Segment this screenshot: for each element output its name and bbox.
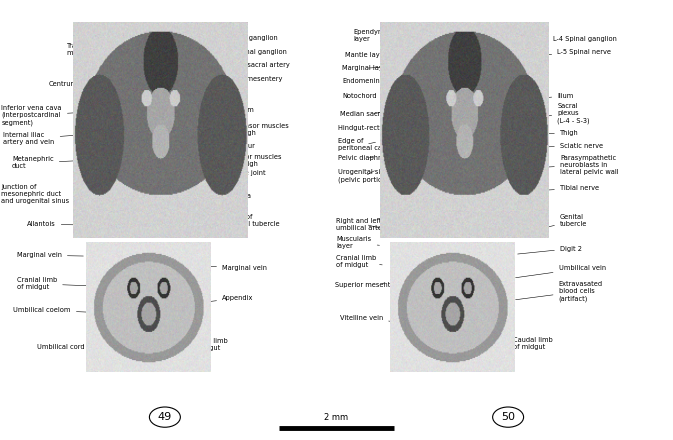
Text: Tibial nerve: Tibial nerve [524,185,599,191]
Text: Extensor muscles
of thigh: Extensor muscles of thigh [223,123,289,136]
Text: Umbilical vein: Umbilical vein [516,265,606,278]
Text: Junction of
mesonephric duct
and urogenital sinus: Junction of mesonephric duct and urogeni… [1,183,106,204]
Text: Internal iliac
artery and vein: Internal iliac artery and vein [3,132,106,145]
Text: Tibia: Tibia [217,193,252,199]
Text: Umbilical coelom: Umbilical coelom [13,307,113,313]
Text: Knee joint
area: Knee joint area [219,170,266,183]
Text: Vitelline vein: Vitelline vein [340,315,394,322]
Text: Marginal layer: Marginal layer [342,65,390,71]
Text: Extravasated
blood cells
(artifact): Extravasated blood cells (artifact) [516,281,603,301]
Text: Muscularis
layer: Muscularis layer [336,236,380,249]
Text: Metanephric
duct: Metanephric duct [12,156,106,169]
Text: Digit 2: Digit 2 [518,246,582,254]
Text: Centrum: Centrum [48,81,125,92]
Text: 2 mm: 2 mm [324,413,349,422]
Text: Notochord: Notochord [342,93,386,99]
Text: L-3 Spinal ganglion: L-3 Spinal ganglion [176,35,278,53]
Text: Endomeninx: Endomeninx [342,78,387,84]
Text: Pelvic diaphragm: Pelvic diaphragm [338,155,396,161]
Text: Marginal vein: Marginal vein [188,265,267,271]
Text: 50: 50 [501,412,515,422]
Text: Median sacral artery: Median sacral artery [178,62,289,70]
Text: Appendix: Appendix [186,295,254,304]
Text: Cranial limb
of midgut: Cranial limb of midgut [17,277,115,290]
Text: Marginal vein: Marginal vein [17,252,83,258]
Text: Ilium: Ilium [190,93,244,99]
Text: Hindgut-rectum junction: Hindgut-rectum junction [338,125,419,132]
Text: Parasympathetic
neuroblasts in
lateral pelvic wall: Parasympathetic neuroblasts in lateral p… [528,155,618,175]
Text: Ependymal
layer: Ependymal layer [353,29,398,46]
Text: Umbilical cord: Umbilical cord [37,344,135,350]
Text: Allantois: Allantois [27,221,113,227]
Text: Femur: Femur [217,143,255,150]
Text: Caudal limb
of midgut: Caudal limb of midgut [486,337,553,350]
Text: Ischium: Ischium [201,107,254,113]
Text: Flexor muscles
of thigh: Flexor muscles of thigh [219,154,282,167]
Text: Thigh: Thigh [522,130,579,136]
Text: Mantle layer: Mantle layer [345,52,390,58]
Text: Inferior vena cava
(interpostcardinal
segment): Inferior vena cava (interpostcardinal se… [1,105,106,126]
Text: Ilium: Ilium [507,93,573,101]
Text: Edge of
genital tubercle: Edge of genital tubercle [201,213,280,227]
Text: L-5 Spinal nerve: L-5 Spinal nerve [502,49,611,58]
Text: Caudal limb
of midgut: Caudal limb of midgut [159,337,228,351]
Text: Dorsal mesentery: Dorsal mesentery [178,76,283,83]
Text: Superior mesenteric artery: Superior mesenteric artery [335,282,425,288]
Text: Sacral
plexus
(L-4 - S-3): Sacral plexus (L-4 - S-3) [520,103,590,124]
Text: Right and left
umbilical arteries: Right and left umbilical arteries [336,218,394,231]
Text: L-4 Spinal ganglion: L-4 Spinal ganglion [495,36,617,51]
Text: Transversospinal
muscle group: Transversospinal muscle group [67,43,137,64]
Text: Cranial limb
of midgut: Cranial limb of midgut [336,255,382,268]
Text: Urogenital sinus
(pelvic portion): Urogenital sinus (pelvic portion) [338,169,392,183]
Text: Median sacral vein: Median sacral vein [340,111,402,117]
Text: Genital
tubercle: Genital tubercle [524,214,588,233]
Text: Edge of
peritoneal cavity: Edge of peritoneal cavity [338,138,394,151]
Text: L-4 Spinal ganglion: L-4 Spinal ganglion [186,49,287,60]
Text: 49: 49 [157,412,172,422]
Text: Sciatic nerve: Sciatic nerve [522,143,603,149]
